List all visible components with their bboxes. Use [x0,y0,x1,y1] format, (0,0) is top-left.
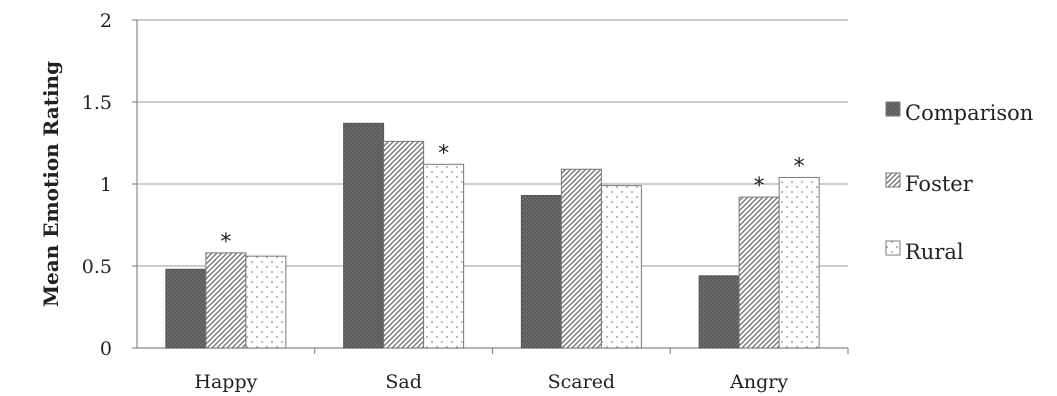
legend-swatch-rural [885,240,901,256]
bar-foster-happy [205,252,247,349]
legend-swatch-comparison [885,101,901,117]
legend-swatch-foster [885,172,901,188]
legend-label-foster: Foster [905,172,974,196]
legend-label-rural: Rural [905,240,964,264]
x-category-label: Scared [548,371,615,393]
bar-comparison-scared [520,194,562,349]
bar-foster-angry [738,196,780,349]
y-tick-label: 1 [100,174,112,196]
y-axis-title: Mean Emotion Rating [39,61,63,307]
y-tick-label: 0.5 [82,256,112,278]
significance-marker: * [754,174,765,199]
significance-marker: * [438,141,449,166]
bar-comparison-happy [165,268,207,349]
significance-marker: * [794,154,805,179]
y-tick-label: 2 [100,10,112,32]
bar-comparison-angry [698,275,740,349]
bar-rural-happy [245,255,287,349]
bar-rural-scared [600,185,642,349]
x-category-label: Sad [385,371,422,393]
bar-rural-angry [778,176,820,349]
bars [165,122,820,349]
y-tick-label: 1.5 [82,92,112,114]
bar-foster-sad [383,140,425,349]
legend-label-comparison: Comparison [905,101,1033,125]
bar-rural-sad [423,163,465,349]
labels: 0 0.5 1 1.5 2 * Happy * Sad Scared * * Angry Mean Emo… [39,10,805,393]
gridlines [137,19,848,267]
y-tick-label: 0 [100,338,112,360]
bar-foster-scared [560,168,602,349]
significance-marker: * [220,230,231,255]
x-category-label: Happy [194,371,257,393]
x-category-label: Angry [729,371,788,393]
legend: Comparison Foster Rural [885,101,1033,264]
bar-comparison-sad [343,122,385,349]
